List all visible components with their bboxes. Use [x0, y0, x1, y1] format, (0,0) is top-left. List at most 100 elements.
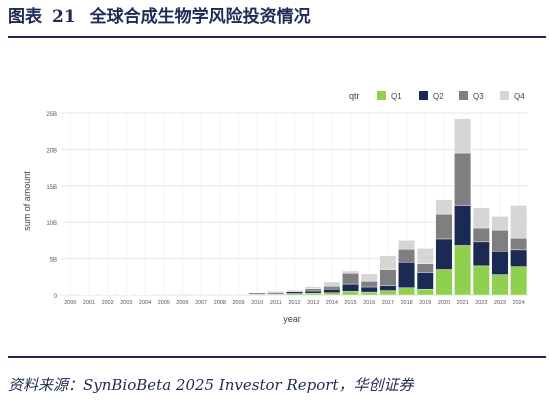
x-tick-label: 2020: [438, 300, 450, 306]
bar-segment: [304, 286, 322, 290]
bottom-rule: [8, 356, 546, 358]
gridlines: [61, 112, 528, 296]
bar-segment: [510, 266, 528, 296]
bar-segment: [454, 118, 472, 154]
bar-segment: [435, 199, 453, 215]
bar-segment: [398, 240, 415, 250]
x-tick-label: 2006: [176, 300, 188, 306]
x-tick-label: 2016: [363, 300, 375, 306]
x-tick-labels: 2000 2001 2002 2003 2004 2005 2006 2007 2008 2009…: [64, 300, 525, 306]
figure-title-text: 全球合成生物学风险投资情况: [89, 7, 311, 27]
x-tick-label: 2000: [64, 300, 76, 306]
x-tick-label: 2007: [195, 300, 207, 306]
legend-swatch: [459, 91, 468, 100]
x-tick-label: 2004: [139, 300, 151, 306]
legend-label: Q4: [514, 92, 525, 101]
x-tick-label: 2021: [456, 300, 468, 306]
bar-segment: [342, 291, 359, 296]
x-tick-label: 2018: [400, 300, 412, 306]
bar-segment: [491, 216, 509, 231]
x-tick-label: 2005: [158, 300, 170, 306]
legend-label: Q1: [391, 92, 402, 101]
bar-segment: [304, 288, 322, 292]
legend-swatch: [377, 91, 386, 100]
bar-segment: [360, 291, 378, 296]
bar-segment: [342, 283, 359, 292]
x-tick-label: 2013: [307, 300, 319, 306]
bar-segment: [454, 245, 472, 296]
bar-segment: [360, 280, 378, 288]
x-tick-label: 2014: [326, 300, 338, 306]
x-tick-label: 2008: [214, 300, 226, 306]
bar-segment: [342, 270, 359, 274]
bar-segment: [398, 287, 415, 296]
bar-segment: [304, 290, 322, 294]
bar-segment: [435, 269, 453, 296]
y-axis-label: sum of amount: [22, 171, 32, 231]
x-tick-label: 2001: [83, 300, 95, 306]
bar-segment: [267, 291, 285, 293]
x-tick-label: 2015: [344, 300, 356, 306]
y-tick-label: 5B: [50, 258, 57, 264]
bar-segment: [323, 288, 341, 294]
y-tick-label: 0: [54, 294, 58, 300]
x-tick-label: 2024: [513, 300, 525, 306]
bar-segment: [510, 249, 528, 267]
chart: 2000 2001 2002 2003 2004 2005 2006 2007 2008 2009…: [22, 91, 528, 324]
bar-segment: [379, 290, 397, 296]
bar-segment: [491, 230, 509, 252]
bar-segment: [323, 281, 341, 287]
bar-segment: [360, 273, 378, 282]
bar-segment: [286, 293, 303, 296]
x-tick-label: 2022: [475, 300, 487, 306]
bar-segment: [379, 255, 397, 270]
bar-segment: [435, 213, 453, 240]
bar-segment: [472, 207, 490, 229]
bar-segment: [416, 248, 434, 264]
bar-segment: [510, 205, 528, 239]
bar-segment: [379, 269, 397, 286]
bar-segment: [323, 292, 341, 296]
x-axis-label: year: [283, 314, 301, 324]
x-tick-label: 2023: [494, 300, 506, 306]
bar-segment: [286, 291, 303, 294]
bar-segment: [435, 238, 453, 270]
bar-segment: [416, 272, 434, 290]
bar-segment: [342, 272, 359, 285]
y-tick-label: 15B: [46, 185, 57, 191]
legend-swatch: [500, 91, 509, 100]
bar-segment: [454, 205, 472, 246]
legend-swatch: [419, 91, 428, 100]
bar-segment: [323, 286, 341, 290]
figure-number: 21: [52, 7, 76, 27]
bars: [61, 118, 528, 296]
bar-segment: [472, 227, 490, 243]
bar-segment: [416, 263, 434, 273]
bar-segment: [398, 262, 415, 288]
y-tick-label: 20B: [46, 148, 57, 154]
x-tick-label: 2009: [232, 300, 244, 306]
bar-segment: [360, 286, 378, 293]
legend: qtr Q1 Q2 Q3 Q4: [349, 91, 525, 101]
legend-label: Q2: [433, 92, 444, 101]
bar-segment: [379, 285, 397, 291]
x-tick-label: 2012: [288, 300, 300, 306]
y-tick-labels: 0 5B 10B 15B 20B 25B: [46, 112, 57, 300]
legend-title: qtr: [349, 91, 360, 101]
bar-segment: [304, 292, 322, 296]
x-tick-label: 2017: [382, 300, 394, 306]
figure-label: 图表: [8, 7, 42, 27]
top-rule: [8, 36, 546, 38]
bar-segment: [510, 238, 528, 251]
bar-segment: [491, 251, 509, 275]
bar-segment: [398, 248, 415, 263]
figure-title: 图表 21 全球合成生物学风险投资情况: [8, 4, 311, 30]
y-tick-label: 25B: [46, 112, 57, 118]
x-tick-label: 2003: [120, 300, 132, 306]
bar-segment: [286, 289, 303, 292]
source-note: 资料来源：SynBioBeta 2025 Investor Report，华创证…: [8, 376, 414, 394]
x-tick-label: 2011: [270, 300, 282, 306]
bar-segment: [454, 152, 472, 206]
bar-segment: [416, 288, 434, 296]
bar-segment: [491, 274, 509, 296]
